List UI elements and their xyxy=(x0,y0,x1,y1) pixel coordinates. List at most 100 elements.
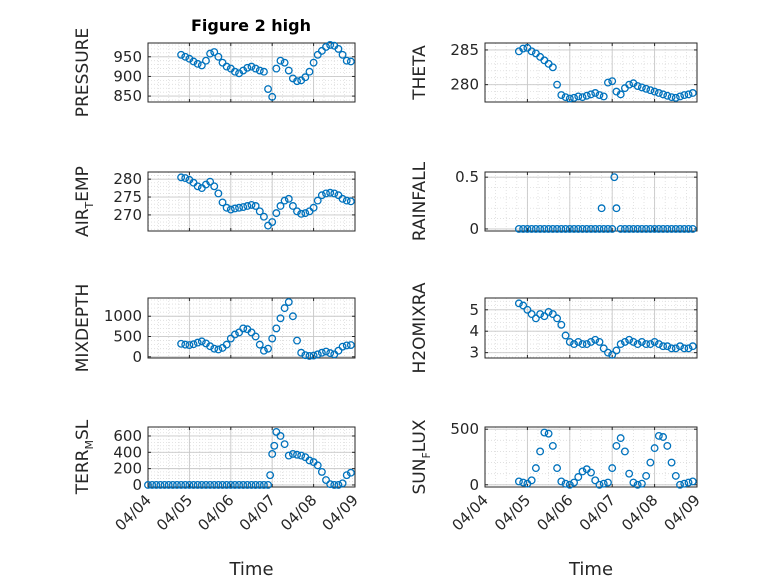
data-point xyxy=(676,224,684,233)
data-point xyxy=(557,224,566,233)
data-point xyxy=(293,450,301,459)
data-point xyxy=(646,340,655,349)
data-point xyxy=(255,207,264,216)
data-point xyxy=(280,304,289,313)
data-point xyxy=(612,204,621,213)
data-point xyxy=(612,441,621,450)
y-tick-label: 500 xyxy=(450,420,479,438)
data-point xyxy=(334,346,343,355)
data-point xyxy=(642,471,651,480)
data-point xyxy=(548,224,557,233)
data-point xyxy=(565,337,574,346)
data-point xyxy=(620,224,629,233)
panel-2: 280 285 THETA xyxy=(410,41,698,103)
data-point xyxy=(317,191,326,200)
data-point xyxy=(659,342,668,351)
y-tick-label: 400 xyxy=(113,443,142,461)
data-point xyxy=(604,78,612,87)
data-point xyxy=(235,203,244,212)
y-tick-label: 270 xyxy=(113,206,142,224)
data-point xyxy=(218,481,227,489)
data-point xyxy=(671,471,680,480)
data-point xyxy=(305,456,314,465)
data-point xyxy=(247,328,256,337)
y-tick-label: 3 xyxy=(469,344,479,362)
data-point xyxy=(527,47,536,56)
data-point xyxy=(210,48,219,56)
data-point xyxy=(610,173,619,182)
data-point xyxy=(288,202,297,210)
data-point xyxy=(334,44,343,53)
panel-4: 0 0.5 RAINFALL xyxy=(410,161,698,241)
data-point xyxy=(667,344,676,353)
data-point xyxy=(684,478,693,487)
y-tick-label: 275 xyxy=(113,188,142,206)
data-point xyxy=(342,196,351,205)
data-point xyxy=(247,200,256,209)
y-axis-label: AIRTEMP xyxy=(73,166,96,237)
data-point xyxy=(553,224,562,233)
data-point xyxy=(330,189,339,198)
data-point xyxy=(214,189,223,198)
data-point xyxy=(230,204,239,213)
data-point xyxy=(226,481,235,489)
data-point xyxy=(659,90,668,99)
data-point xyxy=(309,58,318,67)
data-point xyxy=(595,337,604,346)
data-point xyxy=(553,80,562,89)
data-point xyxy=(164,481,173,489)
data-point xyxy=(553,464,562,473)
data-point xyxy=(189,481,198,489)
x-tick-label: 04/04 xyxy=(112,491,155,534)
data-point xyxy=(197,184,206,193)
data-point xyxy=(663,342,672,351)
y-axis-label: SUNFLUX xyxy=(410,419,433,494)
data-point xyxy=(599,479,608,488)
data-point xyxy=(152,481,161,489)
data-point xyxy=(519,478,528,487)
y-tick-label: 950 xyxy=(113,48,142,66)
data-point xyxy=(523,305,532,314)
data-point xyxy=(519,44,528,53)
data-point xyxy=(334,191,343,200)
data-point xyxy=(346,468,355,477)
data-point xyxy=(276,56,285,65)
y-tick-label: 600 xyxy=(113,427,142,445)
y-axis-label: THETA xyxy=(410,45,430,101)
data-point xyxy=(322,476,330,485)
y-axis-label: RAINFALL xyxy=(410,161,430,241)
data-point xyxy=(222,340,231,349)
data-point xyxy=(578,467,587,476)
data-point xyxy=(235,328,244,337)
x-tick-label: 04/09 xyxy=(661,491,704,534)
data-point xyxy=(616,340,625,349)
data-point xyxy=(317,348,326,357)
data-point xyxy=(574,473,583,481)
data-point xyxy=(523,224,532,233)
data-point xyxy=(676,92,684,101)
data-point xyxy=(197,61,206,70)
axes-box xyxy=(147,171,356,232)
data-point xyxy=(637,83,646,92)
data-point xyxy=(608,77,617,86)
data-point xyxy=(616,90,625,99)
y-tick-label: 0 xyxy=(132,476,142,494)
data-point xyxy=(148,481,157,489)
y-tick-label: 5 xyxy=(469,301,479,319)
data-point xyxy=(189,340,198,349)
data-point xyxy=(646,458,655,467)
data-point xyxy=(561,93,570,102)
data-point xyxy=(591,335,600,344)
data-point xyxy=(659,433,668,441)
data-point xyxy=(251,64,260,73)
data-point xyxy=(144,481,152,489)
data-point xyxy=(297,451,306,460)
data-point xyxy=(646,224,655,233)
data-point xyxy=(578,224,587,233)
data-point xyxy=(268,334,277,343)
data-point xyxy=(251,202,260,210)
axes-box xyxy=(484,171,698,232)
data-point xyxy=(230,330,239,339)
data-point xyxy=(255,340,264,349)
data-point xyxy=(688,224,697,233)
